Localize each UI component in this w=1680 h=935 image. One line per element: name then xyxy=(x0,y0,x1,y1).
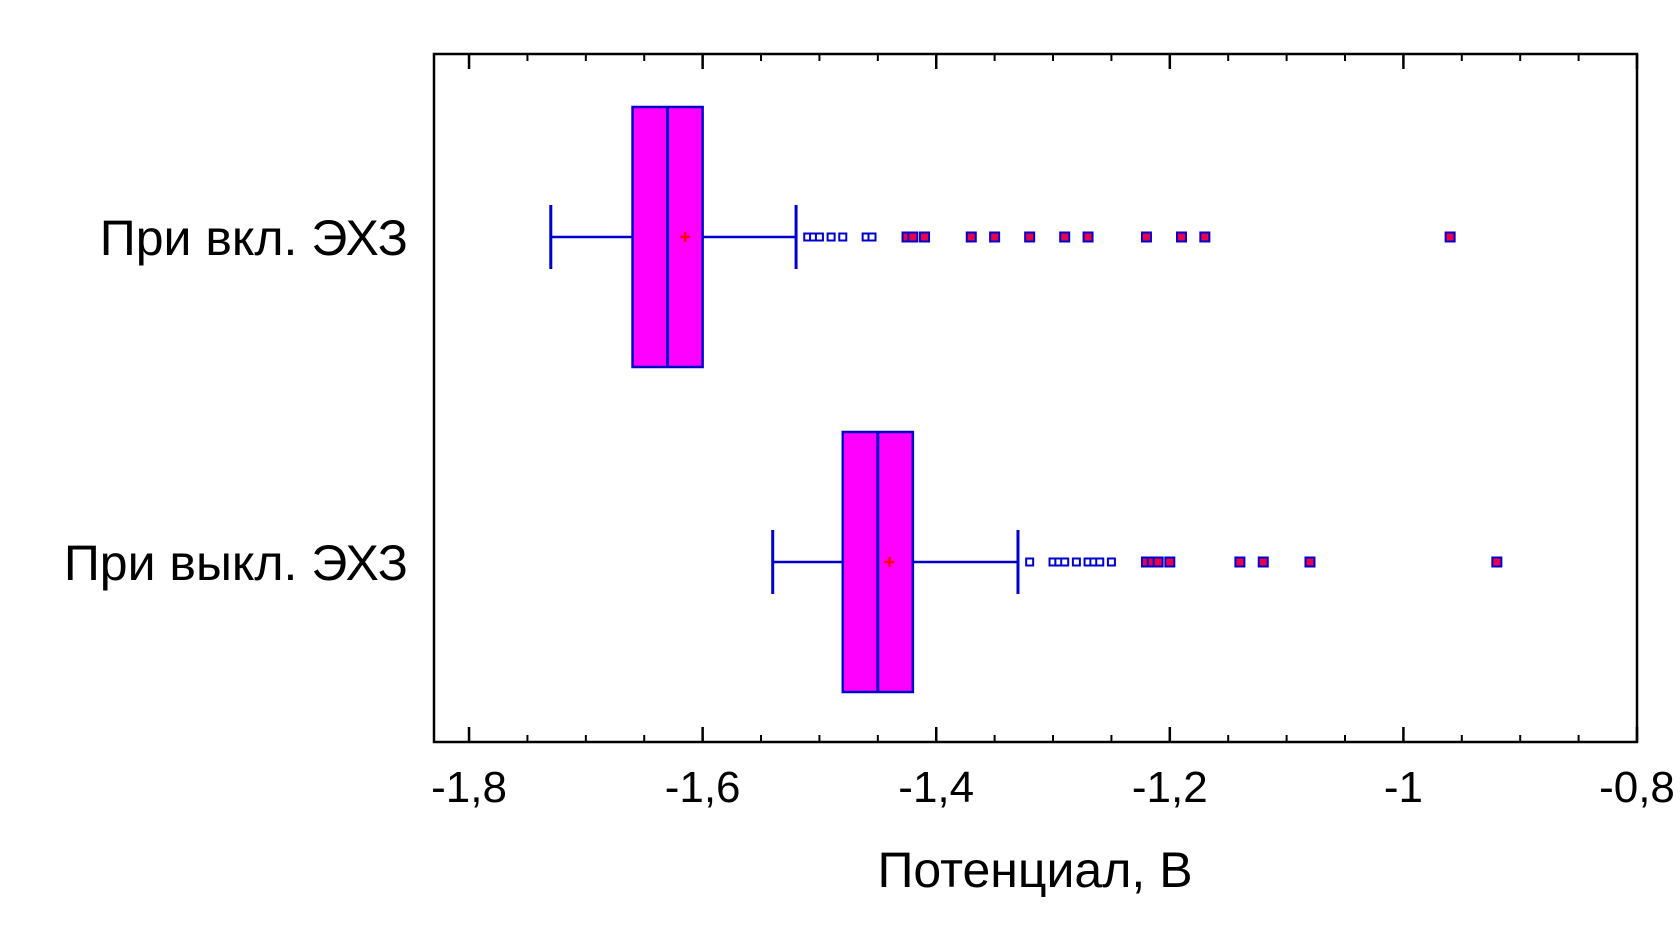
far-outlier-point xyxy=(1304,556,1316,568)
category-labels: При вкл. ЭХЗ При выкл. ЭХЗ xyxy=(64,210,408,591)
outlier-point xyxy=(1095,557,1105,567)
plot-frame xyxy=(432,52,1639,744)
outlier-point xyxy=(867,232,877,242)
outlier-point xyxy=(1106,557,1116,567)
x-tick-label: -1,4 xyxy=(898,763,974,812)
x-tick-label: -1 xyxy=(1384,763,1423,812)
category-label: При выкл. ЭХЗ xyxy=(64,535,408,591)
far-outlier-point xyxy=(989,231,1001,243)
category-label: При вкл. ЭХЗ xyxy=(100,210,408,266)
box-group xyxy=(771,430,1503,694)
x-tick-label: -1,8 xyxy=(431,763,507,812)
outlier-point xyxy=(814,232,824,242)
far-outlier-point xyxy=(1444,231,1456,243)
major-ticks xyxy=(467,54,1639,742)
x-tick-label: -1,6 xyxy=(665,763,741,812)
far-outlier-point xyxy=(1164,556,1176,568)
far-outlier-point xyxy=(1024,231,1036,243)
far-outlier-point xyxy=(1140,231,1152,243)
x-tick-label: -0,8 xyxy=(1599,763,1675,812)
x-axis-label: Потенциал, В xyxy=(877,842,1192,898)
far-outlier-point xyxy=(919,231,931,243)
outlier-point xyxy=(1060,557,1070,567)
x-tick-label: -1,2 xyxy=(1132,763,1208,812)
far-outlier-point xyxy=(1152,556,1164,568)
far-outlier-point xyxy=(1082,231,1094,243)
x-tick-labels: -1,8 -1,6 -1,4 -1,2 -1 -0,8 xyxy=(431,763,1675,812)
far-outlier-point xyxy=(965,231,977,243)
far-outlier-point xyxy=(1175,231,1187,243)
far-outlier-point xyxy=(1059,231,1071,243)
far-outlier-point xyxy=(1234,556,1246,568)
outlier-point xyxy=(1071,557,1081,567)
far-outlier-point xyxy=(1199,231,1211,243)
far-outlier-point xyxy=(1491,556,1503,568)
far-outlier-point xyxy=(907,231,919,243)
outlier-point xyxy=(826,232,836,242)
box-group xyxy=(549,105,1456,369)
outlier-point xyxy=(1025,557,1035,567)
far-outlier-point xyxy=(1257,556,1269,568)
outlier-point xyxy=(838,232,848,242)
boxes xyxy=(549,105,1503,694)
